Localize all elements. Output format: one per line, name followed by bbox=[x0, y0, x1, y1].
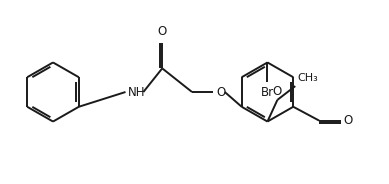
Text: O: O bbox=[343, 114, 352, 127]
Text: O: O bbox=[158, 25, 167, 38]
Text: O: O bbox=[273, 85, 282, 98]
Text: CH₃: CH₃ bbox=[297, 73, 318, 83]
Text: NH: NH bbox=[128, 86, 145, 98]
Text: Br: Br bbox=[261, 86, 274, 99]
Text: O: O bbox=[217, 86, 226, 98]
